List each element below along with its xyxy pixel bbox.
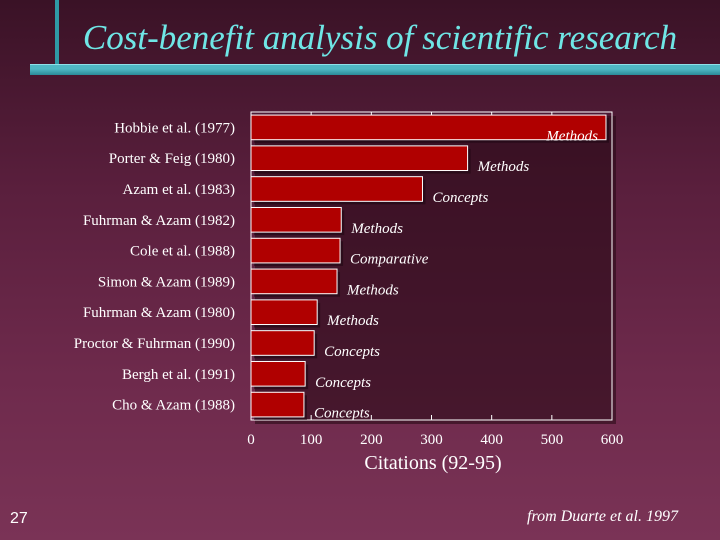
bar — [250, 206, 342, 233]
slide-title: Cost-benefit analysis of scientific rese… — [82, 18, 678, 57]
bar — [250, 330, 315, 356]
research-type-label: Concepts — [315, 375, 371, 391]
category-label: Porter & Feig (1980) — [109, 151, 235, 167]
bar — [250, 299, 318, 326]
bar — [250, 360, 306, 387]
category-label: Proctor & Fuhrman (1990) — [74, 336, 235, 352]
source-citation: from Duarte et al. 1997 — [527, 508, 678, 525]
category-label: Bergh et al. (1991) — [122, 367, 235, 383]
category-label: Cho & Azam (1988) — [112, 398, 235, 414]
research-type-label: Comparative — [350, 252, 429, 268]
bar — [250, 114, 607, 141]
research-type-label: Concepts — [314, 406, 370, 422]
bar — [250, 176, 423, 202]
research-type-label: Methods — [545, 128, 598, 144]
research-type-label: Methods — [346, 282, 399, 298]
category-label: Cole et al. (1988) — [130, 244, 235, 260]
x-tick-label: 300 — [420, 432, 443, 448]
bar — [250, 145, 469, 172]
research-type-label: Concepts — [324, 344, 380, 360]
research-type-label: Methods — [477, 159, 530, 175]
category-label: Hobbie et al. (1977) — [114, 120, 235, 136]
x-tick-label: 400 — [480, 432, 503, 448]
x-tick-label: 600 — [601, 432, 624, 448]
x-axis-label: Citations (92-95) — [364, 452, 502, 474]
category-label: Fuhrman & Azam (1980) — [83, 305, 235, 321]
x-tick-label: 500 — [541, 432, 564, 448]
bar — [250, 268, 338, 295]
research-type-label: Methods — [350, 221, 403, 237]
x-tick-label: 200 — [360, 432, 383, 448]
x-tick-label: 100 — [300, 432, 323, 448]
category-label: Azam et al. (1983) — [123, 182, 235, 198]
title-divider — [30, 64, 720, 75]
title-accent-bar — [55, 0, 59, 74]
page-number: 27 — [10, 510, 28, 527]
category-label: Simon & Azam (1989) — [98, 274, 235, 290]
bar — [250, 237, 341, 264]
research-type-label: Methods — [326, 313, 379, 329]
research-type-label: Concepts — [432, 190, 488, 206]
bar — [250, 391, 305, 418]
category-label: Fuhrman & Azam (1982) — [83, 213, 235, 229]
x-tick-label: 0 — [247, 432, 255, 448]
